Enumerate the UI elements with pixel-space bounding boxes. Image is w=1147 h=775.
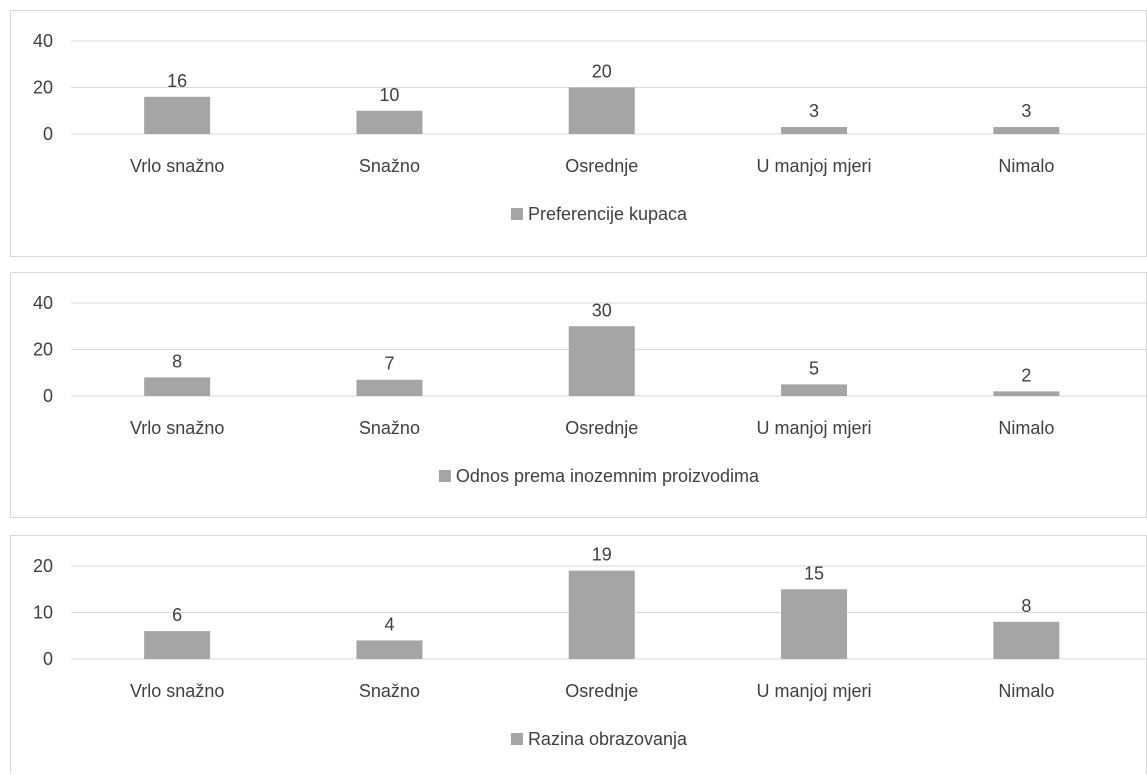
data-label: 8	[172, 351, 182, 371]
chart-panel-razina-obrazovanja: 0 10 20 6 Vrlo snažno 4 Snažno 19 Osrednje 15 U ma…	[10, 535, 1147, 774]
x-category-label: U manjoj mjeri	[757, 681, 872, 701]
x-category-label: Snažno	[359, 156, 420, 176]
y-tick-label: 0	[43, 124, 53, 144]
data-label: 8	[1021, 596, 1031, 616]
chart-panel-odnos-prema-inozemnim-proizvodima: 0 20 40 8 Vrlo snažno 7 Snažno 30 Osrednje 5 U man…	[10, 272, 1147, 518]
legend-label: Razina obrazovanja	[528, 729, 688, 749]
y-tick-label: 20	[33, 556, 53, 576]
x-category-label: Nimalo	[998, 681, 1054, 701]
bar	[356, 379, 423, 396]
data-label: 10	[379, 85, 399, 105]
x-category-label: Osrednje	[565, 681, 638, 701]
legend-label: Preferencije kupaca	[528, 204, 688, 224]
bar	[144, 631, 211, 659]
x-category-label: U manjoj mjeri	[757, 418, 872, 438]
bar	[568, 87, 635, 134]
bar	[781, 127, 848, 134]
legend-swatch	[510, 208, 523, 220]
legend-label: Odnos prema inozemnim proizvodima	[456, 466, 760, 486]
x-category-label: Snažno	[359, 681, 420, 701]
data-label: 19	[592, 545, 612, 565]
data-label: 3	[1021, 101, 1031, 121]
x-category-label: Vrlo snažno	[130, 156, 224, 176]
data-label: 6	[172, 605, 182, 625]
data-label: 5	[809, 358, 819, 378]
bar	[144, 377, 211, 396]
x-category-label: Vrlo snažno	[130, 418, 224, 438]
bar	[568, 570, 635, 659]
chart-svg: 0 20 40 16 Vrlo snažno 10 Snažno 20 Osrednje 3 U m…	[33, 31, 1147, 224]
x-category-label: Vrlo snažno	[130, 681, 224, 701]
x-category-label: U manjoj mjeri	[757, 156, 872, 176]
chart-svg: 0 10 20 6 Vrlo snažno 4 Snažno 19 Osrednje 15 U ma…	[33, 545, 1147, 749]
data-label: 15	[804, 563, 824, 583]
chart-svg: 0 20 40 8 Vrlo snažno 7 Snažno 30 Osrednje 5 U man…	[33, 293, 1147, 486]
y-tick-label: 0	[43, 649, 53, 669]
data-label: 16	[167, 71, 187, 91]
y-tick-label: 40	[33, 31, 53, 51]
y-tick-label: 10	[33, 603, 53, 623]
data-label: 20	[592, 62, 612, 82]
x-category-label: Osrednje	[565, 418, 638, 438]
bar	[993, 621, 1060, 659]
bar	[356, 640, 423, 659]
y-tick-label: 20	[33, 340, 53, 360]
legend-swatch	[438, 470, 451, 482]
legend-swatch	[510, 733, 523, 745]
data-label: 30	[592, 300, 612, 320]
y-tick-label: 40	[33, 293, 53, 313]
y-tick-label: 20	[33, 78, 53, 98]
data-label: 4	[384, 614, 394, 634]
data-label: 7	[384, 354, 394, 374]
data-label: 3	[809, 101, 819, 121]
y-tick-label: 0	[43, 386, 53, 406]
x-category-label: Snažno	[359, 418, 420, 438]
x-category-label: Nimalo	[998, 156, 1054, 176]
x-category-label: Osrednje	[565, 156, 638, 176]
bar	[993, 127, 1060, 134]
bar	[144, 96, 211, 134]
bar	[781, 589, 848, 659]
bar	[781, 384, 848, 396]
bar	[993, 391, 1060, 396]
data-label: 2	[1021, 365, 1031, 385]
x-category-label: Nimalo	[998, 418, 1054, 438]
bar	[568, 326, 635, 396]
bar	[356, 110, 423, 134]
chart-panel-preferencije-kupaca: 0 20 40 16 Vrlo snažno 10 Snažno 20 Osrednje 3 U m…	[10, 10, 1147, 257]
